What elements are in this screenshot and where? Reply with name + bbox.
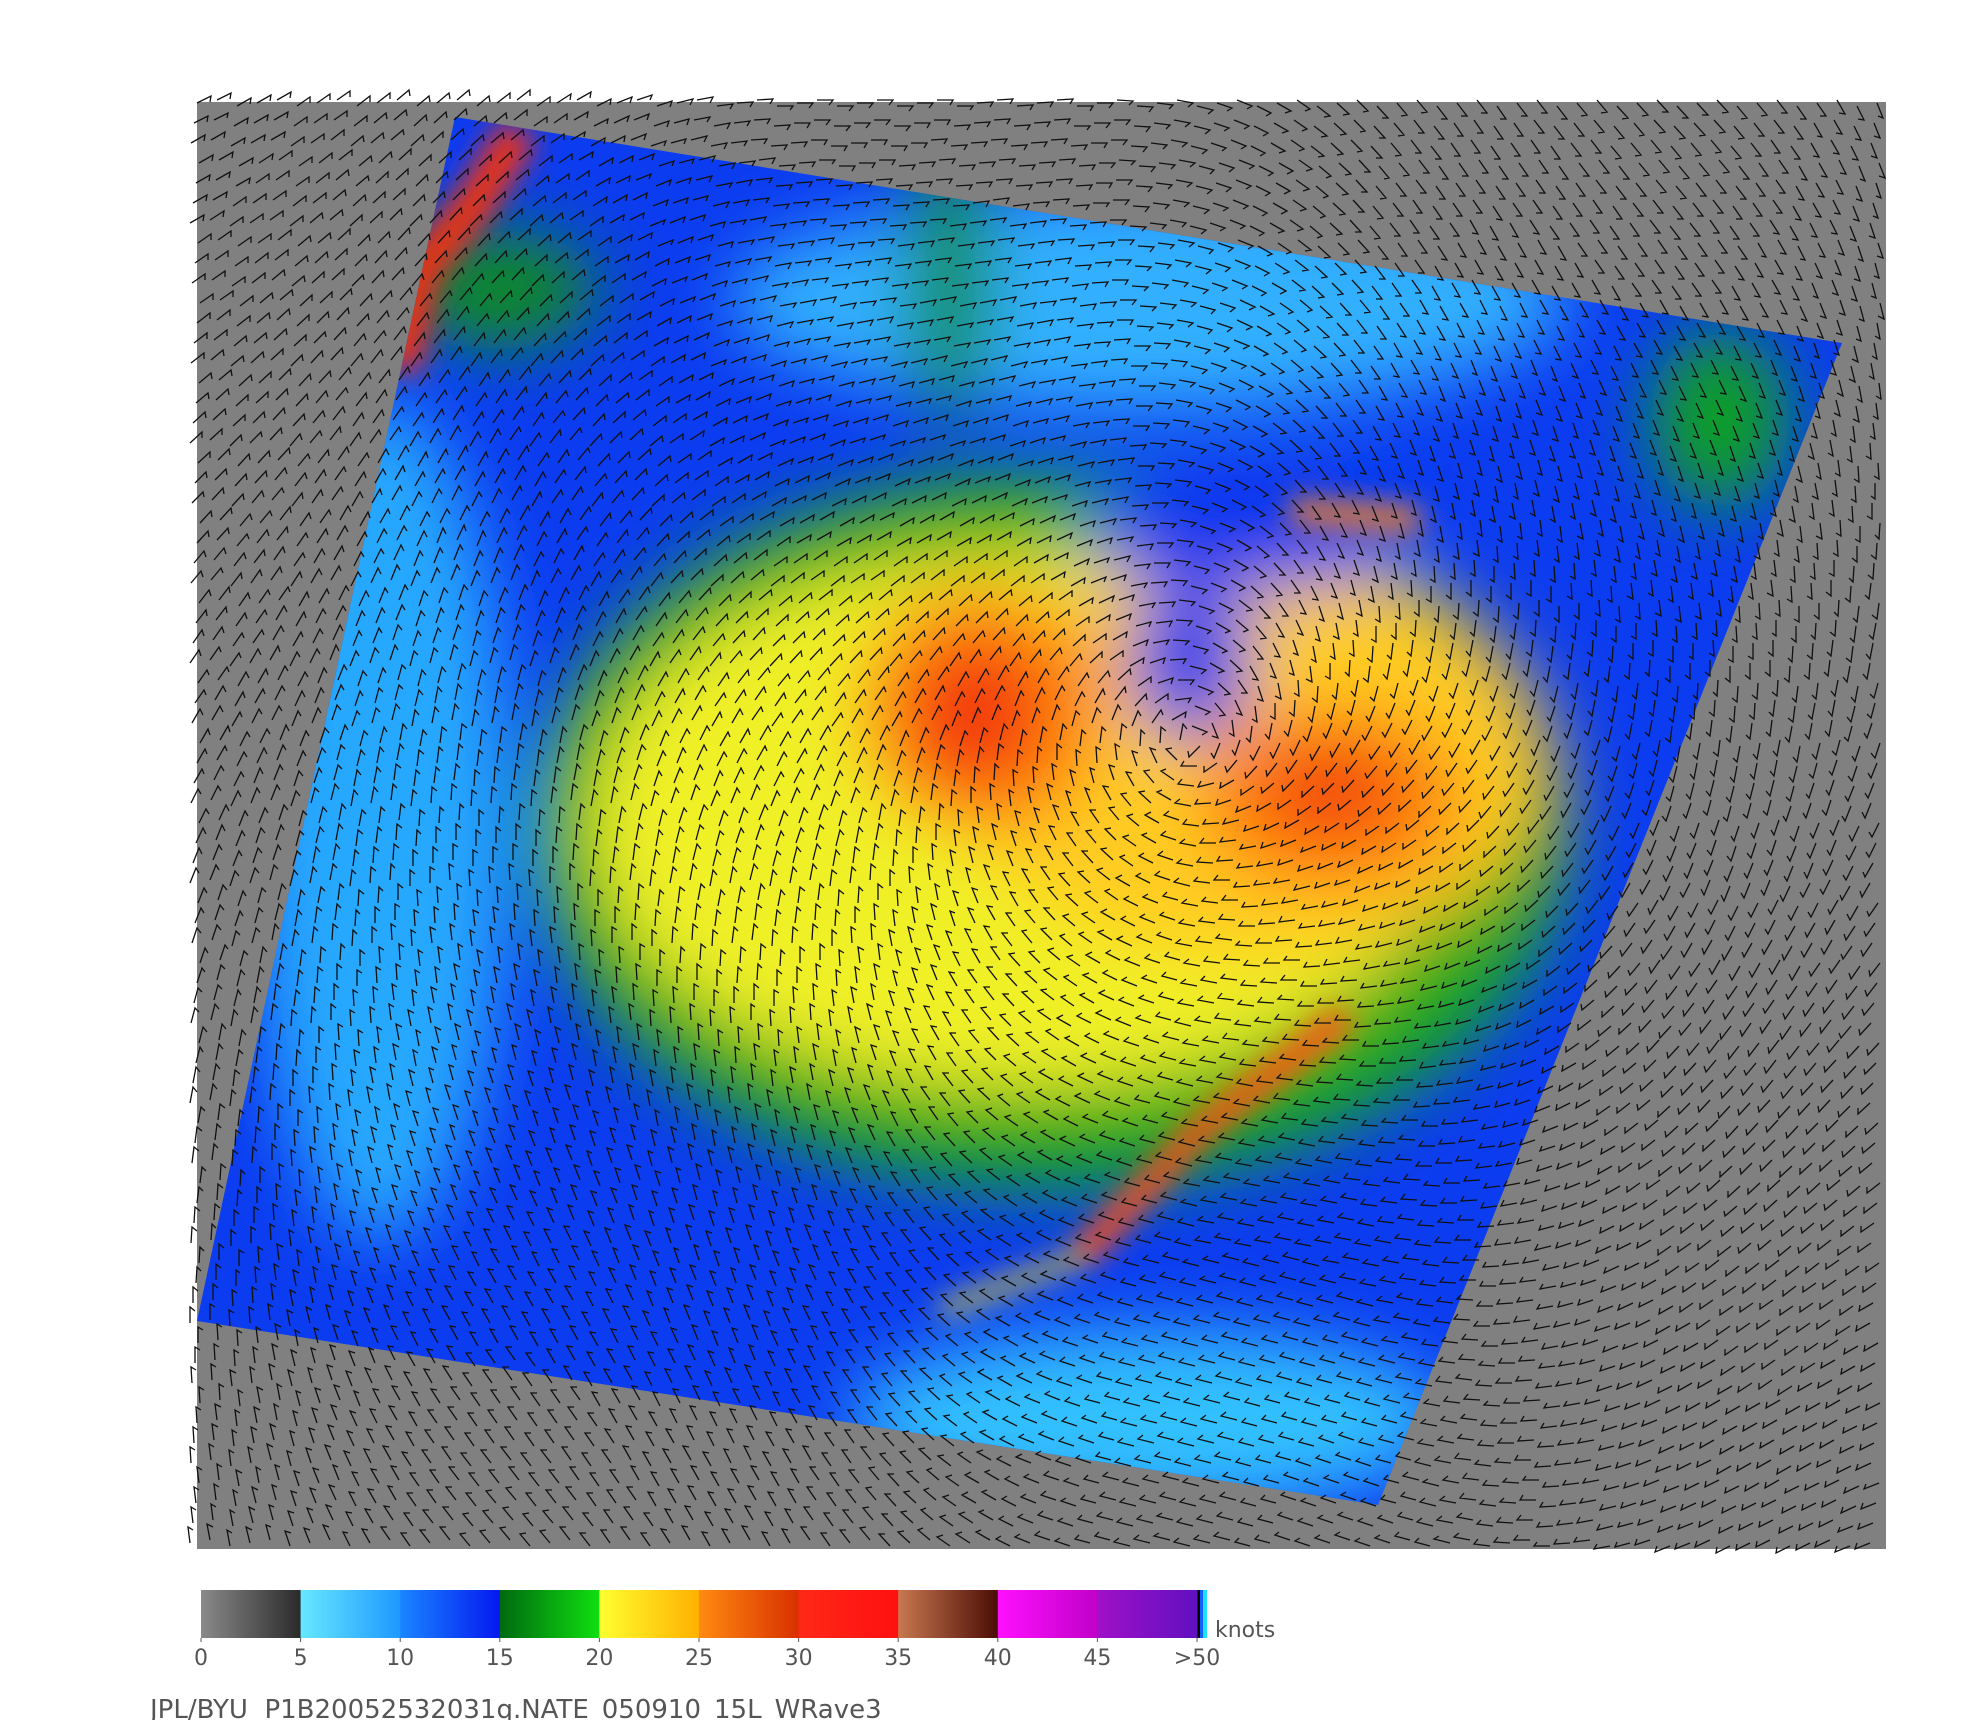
colorbar-segment	[1097, 1590, 1198, 1638]
footer-caption: JPL/BYU P1B20052532031q.NATE_050910_15L_…	[148, 1695, 882, 1720]
colorbar-tick-label: 35	[884, 1646, 912, 1671]
colorbar-segment	[898, 1590, 999, 1638]
colorbar-tick-label: 45	[1083, 1646, 1111, 1671]
colorbar-segment	[599, 1590, 700, 1638]
wind-barbs	[187, 88, 1887, 1555]
colorbar-tick-label: 25	[685, 1646, 713, 1671]
overflow-strip	[1203, 1590, 1207, 1638]
overflow-strip	[1197, 1590, 1200, 1638]
colorbar-segment	[699, 1590, 800, 1638]
colorbar-segment	[201, 1590, 302, 1638]
colorbar-tick-label: >50	[1174, 1646, 1220, 1671]
colorbar-segment	[400, 1590, 501, 1638]
colorbar-segment	[300, 1590, 401, 1638]
colorbar-segment	[798, 1590, 899, 1638]
colorbar-tick-label: 15	[486, 1646, 514, 1671]
colorbar-segment	[997, 1590, 1098, 1638]
colorbar-tick-label: 40	[984, 1646, 1012, 1671]
colorbar: 0 5 10 15 20 25 30 35 40 45 >50	[194, 1590, 1220, 1671]
colorbar-tick-label: 0	[194, 1646, 208, 1671]
colorbar-tick-label: 5	[294, 1646, 308, 1671]
wind-field	[250, 130, 1790, 1505]
wind-speed-swath	[197, 117, 1842, 1505]
colorbar-segment	[499, 1590, 600, 1638]
colorbar-tick-label: 30	[785, 1646, 813, 1671]
colorbar-tick-label: 20	[585, 1646, 613, 1671]
overflow-strip	[1200, 1590, 1203, 1638]
colorbar-tick-label: 10	[386, 1646, 414, 1671]
colorbar-unit: knots	[1215, 1618, 1275, 1643]
